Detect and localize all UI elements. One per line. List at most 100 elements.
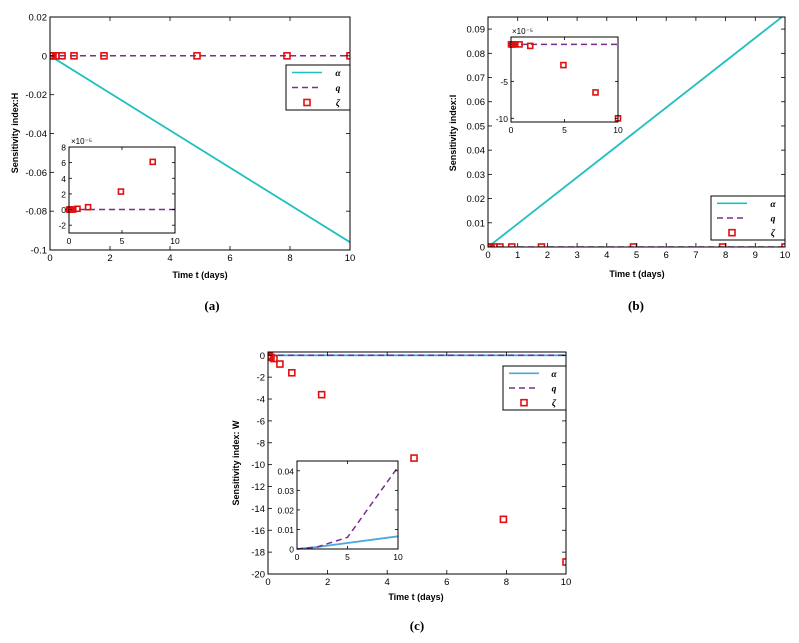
- panel-a-legend-zeta-swatch: [303, 98, 311, 107]
- panel-c-zeta-marker: [499, 515, 508, 524]
- panel-a-inset-ytick-label: -2: [58, 221, 66, 231]
- panel-a-inset-ytick-label: 4: [61, 174, 66, 184]
- panel-c-ytick-label: -10: [251, 460, 265, 471]
- panel-a-legend-label: α: [335, 69, 341, 79]
- panel-a-zeta-marker: [193, 52, 201, 60]
- panel-b-ytick-label: 0.03: [467, 170, 486, 181]
- panel-c-xtick-label: 8: [504, 577, 509, 588]
- panel-b-inset-zeta-marker: [526, 42, 534, 50]
- panel-b-zeta-marker: [490, 243, 498, 247]
- panel-a-inset-ytick-label: 2: [61, 189, 66, 199]
- panel-c-ytick-label: -14: [251, 504, 265, 515]
- panel-c-inset-bg: [297, 461, 398, 549]
- panel-b-ytick-label: 0.04: [467, 146, 486, 157]
- panel-a-xtick-label: 0: [47, 253, 52, 264]
- panel-a-legend-label: q: [336, 84, 341, 94]
- panel-b-inset-ytick-label: -5: [500, 77, 508, 87]
- panel-a-ytick-label: -0.06: [25, 168, 47, 179]
- panel-b-inset-xtick-label: 0: [509, 125, 514, 135]
- panel-b-inset-xtick-label: 5: [562, 125, 567, 135]
- panel-a-zeta-marker: [283, 52, 291, 60]
- panel-b-zeta-marker: [718, 243, 727, 247]
- panel-b-ytick-label: 0.06: [467, 97, 486, 108]
- panel-a-inset-xtick-label: 5: [120, 236, 125, 246]
- panel-c-inset-plot: [296, 466, 399, 550]
- panel-c-xtick-label: 2: [325, 577, 330, 588]
- panel-a-xtick-label: 2: [107, 253, 112, 264]
- panel-a-xtick-label: 4: [167, 253, 172, 264]
- panel-b-inset-zeta-marker: [560, 61, 567, 69]
- panel-c-xtick-label: 10: [561, 577, 572, 588]
- panel-c-legend-zeta-swatch: [520, 398, 528, 407]
- panel-a-inset-xtick-label: 0: [67, 236, 72, 246]
- panel-c-xlabel: Time t (days): [388, 592, 443, 602]
- panel-b-ytick-label: 0.07: [467, 73, 486, 84]
- panel-b-inset-zeta-marker: [516, 41, 523, 48]
- panel-b-inset-ytick-label: -10: [496, 114, 509, 124]
- panel-b-xtick-label: 2: [545, 250, 550, 261]
- panel-a-zeta-marker: [100, 52, 108, 60]
- panel-a-ytick-label: -0.1: [31, 246, 47, 257]
- panel-c-zeta-marker: [276, 360, 284, 368]
- panel-a-zeta-marker: [70, 52, 78, 60]
- panel-c-inset-ytick-label: 0.04: [277, 466, 294, 476]
- panel-c-inset-xtick-label: 10: [393, 552, 403, 562]
- panel-b-zeta-marker: [537, 243, 546, 247]
- panel-b-legend-label: α: [770, 200, 776, 210]
- panel-b-xtick-label: 4: [604, 250, 609, 261]
- panel-c-inset-ytick-label: 0: [289, 545, 294, 555]
- panel-a-alpha-line: [50, 55, 350, 243]
- panel-b-ytick-label: 0.09: [467, 25, 486, 36]
- panel-a-inset-zeta-marker: [84, 203, 92, 211]
- panel-c-ytick-label: -20: [251, 570, 265, 581]
- panel-a-inset-ytick-label: 6: [61, 158, 66, 168]
- panel-b-inset-zeta-marker: [592, 89, 599, 96]
- panel-a-xlabel: Time t (days): [172, 270, 227, 280]
- panel-b-xtick-label: 8: [723, 250, 728, 261]
- panel-c-zeta-marker: [562, 558, 566, 566]
- panel-b-xtick-label: 6: [664, 250, 669, 261]
- panel-b-xtick-label: 1: [515, 250, 520, 261]
- panel-c: 0 2 4 6 8 10 0 -2 -4 -6 -8 -10 -12 -14 -16 -18 -20 Time t…: [231, 351, 571, 633]
- panel-a-caption: (a): [204, 298, 219, 313]
- panel-a-ytick-label: -0.02: [25, 90, 47, 101]
- panel-a-zeta-marker: [58, 52, 66, 60]
- panel-c-caption: (c): [410, 618, 424, 633]
- panel-a-inset-bg: [69, 147, 175, 233]
- panel-a-inset-ytick-label: 8: [61, 143, 66, 153]
- panel-c-ytick-label: -6: [257, 416, 265, 427]
- panel-c-zeta-marker: [410, 454, 418, 462]
- panel-c-zeta-marker: [317, 390, 326, 399]
- panel-b-legend-label: q: [771, 215, 776, 225]
- panel-c-axes-box: [267, 351, 567, 575]
- panel-a-inset-exponent: ×10⁻⁵: [71, 137, 92, 146]
- panel-a-xtick-label: 10: [345, 253, 356, 264]
- panel-c-xtick-label: 0: [265, 577, 270, 588]
- panel-b-legend-label: ζ: [771, 228, 776, 239]
- panel-b-ytick-label: 0: [480, 243, 485, 254]
- panel-b-xtick-label: 0: [485, 250, 490, 261]
- panel-b-xlabel: Time t (days): [609, 269, 664, 279]
- panel-a: 0 2 4 6 8 10 0.02 0 -0.02 -0.04 -0.06 -0.08 -0.1 Time…: [10, 13, 355, 314]
- panel-b-plot-area: [488, 17, 785, 247]
- panel-a-legend-label: ζ: [336, 98, 341, 109]
- panel-b-ytick-label: 0.01: [467, 218, 486, 229]
- panel-c-ytick-label: -18: [251, 548, 265, 559]
- panel-c-xtick-label: 4: [385, 577, 390, 588]
- panel-c-ytick-label: -16: [251, 526, 265, 537]
- panel-b-ytick-label: 0.02: [467, 194, 486, 205]
- panel-a-inset-zeta-marker: [149, 158, 157, 166]
- panel-b-caption: (b): [628, 298, 644, 313]
- panel-c-inset-ytick-label: 0.02: [277, 505, 294, 515]
- panel-b-inset-exponent: ×10⁻⁵: [512, 27, 533, 36]
- panel-b-zeta-marker: [496, 243, 504, 247]
- panel-c-zeta-marker: [288, 368, 296, 377]
- panel-c-legend-label: α: [551, 370, 557, 380]
- panel-c-ytick-label: 0: [260, 351, 265, 362]
- panel-c-inset-xtick-label: 5: [345, 552, 350, 562]
- panel-c-zeta-marker: [270, 354, 278, 363]
- panel-b-inset-plot: [507, 41, 622, 122]
- panel-c-legend-label: ζ: [552, 398, 557, 409]
- panel-a-ytick-label: 0.02: [29, 13, 48, 24]
- panel-b-inset-xtick-label: 10: [613, 125, 623, 135]
